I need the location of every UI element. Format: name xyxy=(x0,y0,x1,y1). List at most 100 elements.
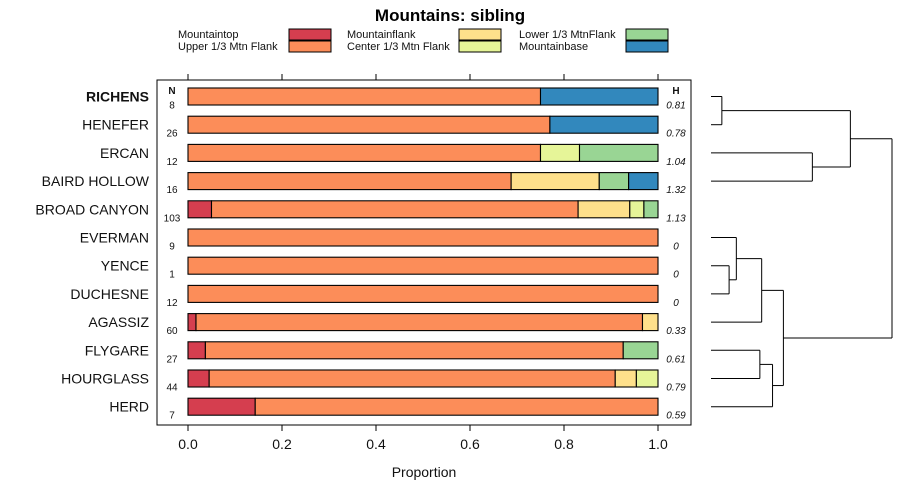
legend-swatch-center-1-3-mtn-flank xyxy=(458,40,502,53)
bar-segment-upper-1-3-mtn-flank xyxy=(254,397,659,416)
bar-segment-mountainflank xyxy=(510,172,600,191)
bar-segment-mountainflank xyxy=(641,313,659,332)
legend-swatch-lower-1-3-mtnflank xyxy=(625,28,669,41)
bar-segment-lower-1-3-mtnflank xyxy=(643,200,659,219)
h-value: 0.78 xyxy=(666,129,686,140)
row-herd: HERD 7 0.59 xyxy=(109,397,686,422)
row-baird-hollow: BAIRD HOLLOW 16 1.32 xyxy=(42,172,686,196)
bar-segment-upper-1-3-mtn-flank xyxy=(195,313,644,332)
bar-segment-lower-1-3-mtnflank xyxy=(598,172,630,191)
row-label: ERCAN xyxy=(100,145,149,161)
h-value: 0.81 xyxy=(666,101,685,112)
legend-label-lower-1-3-mtnflank: Lower 1/3 MtnFlank xyxy=(519,29,616,41)
plot-frame xyxy=(156,79,692,426)
bar-segment-center-1-3-mtn-flank xyxy=(635,369,659,388)
bar-segment-upper-1-3-mtn-flank xyxy=(187,172,512,191)
h-value: 1.04 xyxy=(666,157,686,168)
n-value: 27 xyxy=(166,354,178,365)
row-ercan: ERCAN 12 1.04 xyxy=(100,143,686,168)
x-tick-label: 0.2 xyxy=(272,436,292,452)
bar-segment-mountainflank xyxy=(614,369,637,388)
x-axis-label: Proportion xyxy=(392,464,457,480)
row-agassiz: AGASSIZ 60 0.33 xyxy=(88,313,686,337)
bar-segment-upper-1-3-mtn-flank xyxy=(210,200,579,219)
h-value: 0.61 xyxy=(666,354,685,365)
bar-segment-mountainbase xyxy=(628,172,659,191)
row-label: BROAD CANYON xyxy=(35,201,149,217)
bar-segment-upper-1-3-mtn-flank xyxy=(187,228,659,247)
bar-segment-lower-1-3-mtnflank xyxy=(578,143,659,162)
h-value: 0.59 xyxy=(666,411,686,422)
x-tick-label: 1.0 xyxy=(648,436,668,452)
row-label: AGASSIZ xyxy=(88,314,149,330)
n-column-header: N xyxy=(168,86,175,97)
bar-segment-mountainbase xyxy=(549,115,659,134)
legend-label-mountaintop: Mountaintop xyxy=(178,29,239,41)
bar-segment-upper-1-3-mtn-flank xyxy=(187,284,659,303)
bar-segment-upper-1-3-mtn-flank xyxy=(187,256,659,275)
row-label: EVERMAN xyxy=(80,230,149,246)
n-value: 7 xyxy=(169,411,175,422)
bar-segment-mountaintop xyxy=(187,313,197,332)
bar-segment-upper-1-3-mtn-flank xyxy=(187,115,551,134)
bar-segment-center-1-3-mtn-flank xyxy=(539,143,581,162)
bar-segment-upper-1-3-mtn-flank xyxy=(187,143,542,162)
n-value: 103 xyxy=(164,213,181,224)
x-axis: 0.0 0.2 0.4 0.6 0.8 1.0 xyxy=(178,74,668,452)
bar-segment-mountaintop xyxy=(187,200,213,219)
h-value: 0.79 xyxy=(666,383,686,394)
h-column-header: H xyxy=(672,86,679,97)
row-label: RICHENS xyxy=(86,89,149,105)
chart-title: Mountains: sibling xyxy=(375,6,525,25)
n-value: 26 xyxy=(166,129,178,140)
bar-segment-mountaintop xyxy=(187,341,206,360)
row-richens: RICHENS 8 0.81 xyxy=(86,87,686,112)
bar-segment-lower-1-3-mtnflank xyxy=(622,341,659,360)
n-value: 1 xyxy=(169,270,175,281)
n-value: 44 xyxy=(166,383,178,394)
row-flygare: FLYGARE 27 0.61 xyxy=(85,341,686,365)
row-everman: EVERMAN 9 0 xyxy=(80,228,679,253)
bar-rows: RICHENS 8 0.81 HENEFER 26 0.78 ERCAN 12 1.04 BAIR… xyxy=(35,87,686,422)
legend-swatch-mountainbase xyxy=(625,40,669,53)
row-label: DUCHESNE xyxy=(70,286,149,302)
legend-swatch-mountainflank xyxy=(458,28,502,41)
row-label: HOURGLASS xyxy=(61,371,149,387)
legend-label-center-1-3-mtn-flank: Center 1/3 Mtn Flank xyxy=(347,41,450,53)
n-value: 8 xyxy=(169,101,175,112)
h-value: 0 xyxy=(673,242,679,253)
n-value: 12 xyxy=(166,157,178,168)
bar-segment-mountainbase xyxy=(539,87,659,106)
n-value: 60 xyxy=(166,326,178,337)
x-tick-label: 0.6 xyxy=(460,436,480,452)
legend-label-upper-1-3-mtn-flank: Upper 1/3 Mtn Flank xyxy=(178,41,278,53)
legend-label-mountainbase: Mountainbase xyxy=(519,41,588,53)
bar-segment-mountaintop xyxy=(187,369,210,388)
bar-segment-upper-1-3-mtn-flank xyxy=(208,369,616,388)
row-hourglass: HOURGLASS 44 0.79 xyxy=(61,369,686,394)
row-label: HERD xyxy=(109,399,149,415)
x-tick-label: 0.0 xyxy=(178,436,198,452)
h-value: 1.32 xyxy=(666,185,686,196)
row-henefer: HENEFER 26 0.78 xyxy=(82,115,686,140)
h-value: 0 xyxy=(673,298,679,309)
bar-segment-mountaintop xyxy=(187,397,256,416)
x-tick-label: 0.8 xyxy=(554,436,574,452)
legend-swatch-mountaintop xyxy=(288,28,332,41)
x-tick-label: 0.4 xyxy=(366,436,386,452)
row-label: BAIRD HOLLOW xyxy=(42,173,150,189)
bar-segment-upper-1-3-mtn-flank xyxy=(204,341,624,360)
dendrogram xyxy=(711,96,893,408)
row-duchesne: DUCHESNE 12 0 xyxy=(70,284,679,309)
row-broad-canyon: BROAD CANYON 103 1.13 xyxy=(35,200,686,224)
legend-label-mountainflank: Mountainflank xyxy=(347,29,416,41)
h-value: 0.33 xyxy=(666,326,686,337)
bar-segment-center-1-3-mtn-flank xyxy=(629,200,645,219)
n-value: 9 xyxy=(169,242,175,253)
bar-segment-upper-1-3-mtn-flank xyxy=(187,87,542,106)
bar-segment-mountainflank xyxy=(577,200,631,219)
h-value: 1.13 xyxy=(666,213,686,224)
n-value: 16 xyxy=(166,185,178,196)
